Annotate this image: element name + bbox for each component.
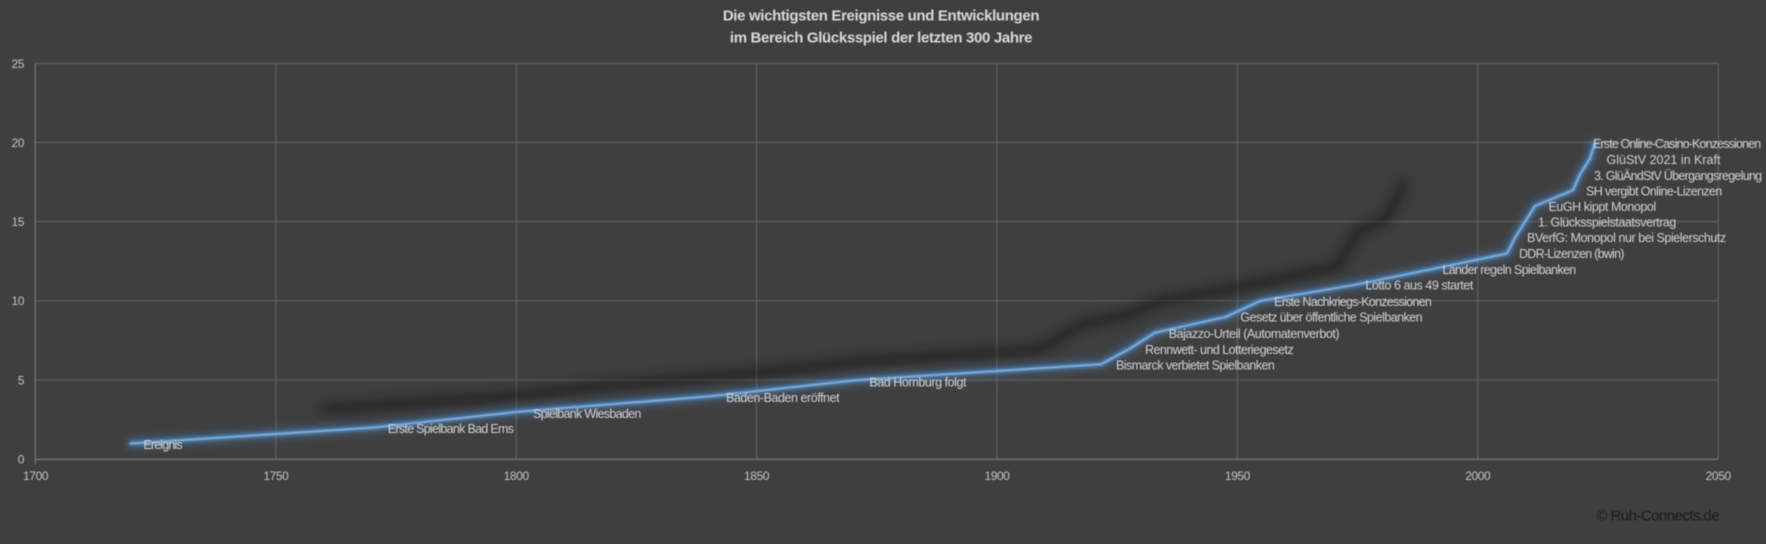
svg-text:1850: 1850 [744,469,770,483]
svg-text:Erste Nachkriegs-Konzessionen: Erste Nachkriegs-Konzessionen [1274,295,1432,309]
svg-text:1750: 1750 [263,469,289,483]
svg-text:25: 25 [11,57,24,71]
svg-text:im Bereich Glücksspiel der let: im Bereich Glücksspiel der letzten 300 J… [730,30,1032,47]
svg-text:SH vergibt Online-Lizenzen: SH vergibt Online-Lizenzen [1586,185,1722,199]
svg-text:Rennwett- und Lotteriegesetz: Rennwett- und Lotteriegesetz [1145,343,1293,357]
svg-text:Bismarck verbietet Spielbanken: Bismarck verbietet Spielbanken [1116,359,1275,373]
svg-text:Länder regeln Spielbanken: Länder regeln Spielbanken [1442,263,1576,277]
svg-text:2000: 2000 [1465,469,1491,483]
svg-text:Bajazzo-Urteil (Automatenverbo: Bajazzo-Urteil (Automatenverbot) [1169,327,1340,341]
svg-text:BVerfG: Monopol nur bei Spiele: BVerfG: Monopol nur bei Spielerschutz [1527,231,1726,245]
svg-text:EuGH kippt Monopol: EuGH kippt Monopol [1549,200,1656,214]
svg-text:3. GlüÄndStV Übergangsregelung: 3. GlüÄndStV Übergangsregelung [1594,169,1762,183]
svg-text:Ereignis: Ereignis [143,438,182,452]
svg-text:Bad Homburg folgt: Bad Homburg folgt [869,376,967,390]
svg-text:Erste Online-Casino-Konzession: Erste Online-Casino-Konzessionen [1593,137,1761,151]
svg-text:© Ruh-Connects.de: © Ruh-Connects.de [1596,508,1719,525]
svg-text:0: 0 [18,453,25,467]
svg-text:Die wichtigsten Ereignisse und: Die wichtigsten Ereignisse und Entwicklu… [723,8,1040,25]
svg-text:GlüStV 2021 in Kraft: GlüStV 2021 in Kraft [1607,153,1721,167]
svg-text:1900: 1900 [984,469,1010,483]
svg-text:1. Glücksspielstaatsvertrag: 1. Glücksspielstaatsvertrag [1538,216,1676,230]
svg-text:Erste Spielbank Bad Ems: Erste Spielbank Bad Ems [388,422,514,436]
svg-text:1700: 1700 [23,469,49,483]
svg-text:5: 5 [18,373,25,387]
svg-text:Lotto 6 aus 49 startet: Lotto 6 aus 49 startet [1365,278,1474,292]
svg-text:Gesetz über öffentliche Spielb: Gesetz über öffentliche Spielbanken [1240,310,1422,324]
svg-text:1800: 1800 [504,469,530,483]
svg-text:1950: 1950 [1225,469,1251,483]
svg-text:10: 10 [11,294,24,308]
svg-text:DDR-Lizenzen (bwin): DDR-Lizenzen (bwin) [1519,247,1624,261]
svg-text:15: 15 [11,215,24,229]
svg-text:20: 20 [11,136,24,150]
svg-text:2050: 2050 [1706,469,1732,483]
svg-text:Baden-Baden eröffnet: Baden-Baden eröffnet [726,391,840,405]
svg-text:Spielbank Wiesbaden: Spielbank Wiesbaden [533,407,641,421]
